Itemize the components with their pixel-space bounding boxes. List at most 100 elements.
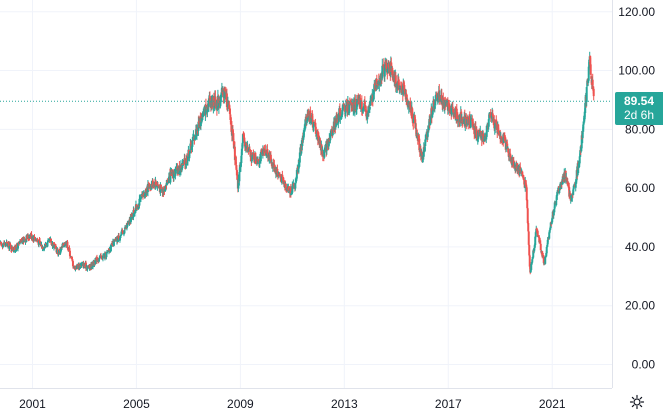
candle-body <box>469 119 472 128</box>
candle-body <box>394 75 397 86</box>
candle-body <box>240 155 243 164</box>
candle-body <box>204 104 207 115</box>
candle-body <box>71 261 74 267</box>
candle-body <box>134 209 137 213</box>
candle-body <box>116 238 119 242</box>
y-tick-label: 60.00 <box>625 181 655 195</box>
candle-body <box>64 244 67 246</box>
candle-body <box>121 230 124 232</box>
candle-body <box>551 217 554 223</box>
candle-body <box>223 89 226 99</box>
candle-body <box>138 198 141 206</box>
candle-body <box>477 130 480 140</box>
candle-body <box>43 246 46 249</box>
candle-body <box>230 121 233 132</box>
candle-body <box>188 154 191 159</box>
candle-body <box>409 101 412 108</box>
candle-body <box>487 119 490 127</box>
candle-body <box>590 76 593 79</box>
candle-body <box>526 208 529 224</box>
candle-body <box>589 64 592 75</box>
candle-body <box>13 246 16 251</box>
candle-body <box>329 134 332 141</box>
candle-body <box>592 86 595 89</box>
candle-body <box>494 122 497 128</box>
candle-body <box>243 137 246 142</box>
candle-body <box>440 95 443 100</box>
candle-body <box>580 135 583 149</box>
candle-body <box>355 98 358 110</box>
candle-body <box>334 125 337 128</box>
candle-body <box>200 115 203 122</box>
candle-body <box>302 137 305 140</box>
candle-body <box>238 172 241 182</box>
gear-icon <box>629 394 645 410</box>
candle-body <box>327 143 330 147</box>
candle-body <box>455 108 458 120</box>
candle-body <box>378 79 381 85</box>
candle-body <box>233 146 236 161</box>
candle-body <box>424 139 427 141</box>
x-tick-label: 2013 <box>331 397 358 411</box>
y-tick-label: 20.00 <box>625 299 655 313</box>
candle-body <box>232 133 235 141</box>
candle-body <box>160 187 163 190</box>
candle-body <box>312 122 315 127</box>
candle-body <box>550 222 553 225</box>
candles <box>0 51 595 275</box>
candle-body <box>337 122 340 124</box>
candle-body <box>243 142 246 147</box>
candle-body <box>532 250 535 258</box>
candle-body <box>368 106 371 110</box>
settings-button[interactable] <box>626 391 648 413</box>
candle-body <box>5 242 8 244</box>
candle-body <box>341 109 344 115</box>
candle-body <box>549 227 552 231</box>
candle-body <box>582 121 585 125</box>
candle-body <box>591 79 594 85</box>
candle-body <box>240 148 243 156</box>
candle-body <box>181 163 184 169</box>
last-price-badge: 89.54 2d 6h <box>615 92 663 126</box>
candle-body <box>289 187 292 195</box>
candle-body <box>581 132 584 138</box>
candle-body <box>427 126 430 131</box>
candle-body <box>372 89 375 100</box>
candle-body <box>526 199 529 209</box>
candle-body <box>538 237 541 243</box>
candle-body <box>281 174 284 177</box>
candle-body <box>418 138 421 151</box>
y-tick-label: 120.00 <box>618 5 655 19</box>
candle-body <box>41 247 44 250</box>
candle-body <box>348 103 351 113</box>
candle-body <box>485 136 488 140</box>
candle-body <box>238 164 241 173</box>
candle-body <box>451 106 454 109</box>
candle-body <box>259 151 262 162</box>
candle-body <box>8 246 11 249</box>
candle-body <box>431 110 434 115</box>
candle-body <box>572 185 575 190</box>
y-tick-label: 40.00 <box>625 240 655 254</box>
candle-body <box>1 244 4 248</box>
candle-body <box>531 259 534 263</box>
candle-body <box>525 187 528 201</box>
candle-body <box>367 107 370 113</box>
candle-body <box>521 174 524 176</box>
candle-body <box>360 101 363 111</box>
candle-body <box>528 244 531 256</box>
candle-body <box>572 189 575 195</box>
candle-body <box>112 240 115 246</box>
candle-body <box>186 156 189 161</box>
candle-body <box>542 256 545 264</box>
candle-body <box>424 139 427 147</box>
candle-body <box>431 114 434 118</box>
candle-body <box>527 223 530 232</box>
candle-body <box>420 151 423 153</box>
candle-body <box>297 159 300 169</box>
candle-body <box>235 165 238 170</box>
candle-body <box>101 255 104 259</box>
candle-body <box>284 183 287 189</box>
